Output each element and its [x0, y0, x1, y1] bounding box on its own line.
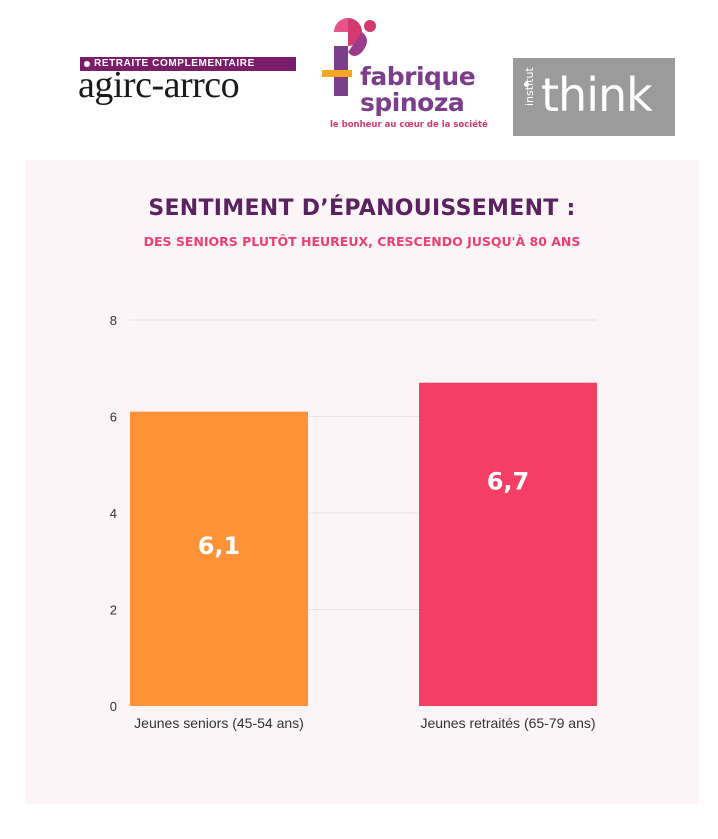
agirc-arrco-wordmark: agirc-arrco [78, 64, 240, 106]
y-tick-label: 6 [110, 410, 117, 425]
chart-subtitle: DES SENIORS PLUTÔT HEUREUX, CRESCENDO JU… [143, 234, 581, 249]
y-tick-label: 0 [110, 699, 117, 714]
y-tick-label: 2 [110, 603, 117, 618]
y-tick-label: 4 [110, 506, 117, 521]
fabrique-spinoza-logo: fabrique spinoza le bonheur au cœur de l… [318, 16, 498, 130]
data-label: 6,7 [487, 468, 530, 496]
x-tick-label: Jeunes retraités (65-79 ans) [420, 715, 595, 731]
agirc-arrco-logo: RETRAITE COMPLEMENTAIRE agirc-arrco [78, 57, 300, 117]
think-dot-icon [524, 82, 529, 87]
spinoza-wordmark-line2: spinoza [360, 88, 465, 117]
think-wordmark: think [541, 68, 653, 122]
spinoza-wordmark-line1: fabrique [360, 62, 476, 91]
bar [130, 411, 308, 706]
spinoza-mark-icon [322, 18, 376, 96]
bar-chart: 0 2 4 6 8 6,1 Jeunes seniors (45-54 ans) 6,7 Jeu… [110, 313, 597, 731]
bar [419, 382, 597, 706]
x-tick-label: Jeunes seniors (45-54 ans) [134, 715, 304, 731]
y-tick-label: 8 [110, 313, 117, 328]
chart-title: SENTIMENT D’ÉPANOUISSEMENT : [148, 196, 576, 221]
chart-panel: SENTIMENT D’ÉPANOUISSEMENT : DES SENIORS… [25, 160, 699, 804]
data-label: 6,1 [198, 532, 241, 560]
spinoza-tagline: le bonheur au cœur de la société [330, 120, 488, 130]
think-logo: institut think [513, 58, 675, 136]
agirc-arrco-tagline: RETRAITE COMPLEMENTAIRE [80, 57, 296, 71]
